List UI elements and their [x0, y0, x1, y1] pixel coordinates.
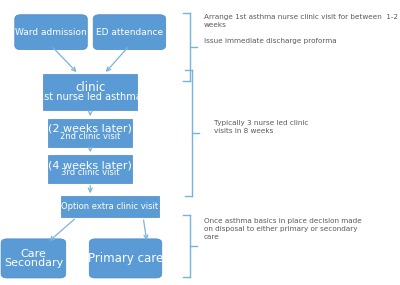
Text: Secondary: Secondary — [4, 258, 63, 268]
Text: Typically 3 nurse led clinic
visits in 8 weeks: Typically 3 nurse led clinic visits in 8… — [214, 120, 308, 134]
Text: ED attendance: ED attendance — [96, 28, 163, 37]
Text: 1st nurse led asthma: 1st nurse led asthma — [38, 92, 142, 102]
Text: Care: Care — [20, 249, 46, 259]
Text: Once asthma basics in place decision made
on disposal to either primary or secon: Once asthma basics in place decision mad… — [204, 218, 362, 240]
Text: Arrange 1st asthma nurse clinic visit for between  1-2
weeks

Issue immediate di: Arrange 1st asthma nurse clinic visit fo… — [204, 14, 398, 44]
Text: Primary care: Primary care — [88, 252, 163, 265]
FancyBboxPatch shape — [89, 239, 162, 278]
FancyBboxPatch shape — [48, 119, 132, 147]
FancyBboxPatch shape — [1, 239, 66, 278]
FancyBboxPatch shape — [43, 74, 137, 110]
Text: Ward admission: Ward admission — [15, 28, 87, 37]
Text: (2 weeks later): (2 weeks later) — [48, 124, 132, 134]
Text: Option extra clinic visit: Option extra clinic visit — [61, 202, 158, 211]
FancyBboxPatch shape — [93, 15, 166, 50]
Text: (4 weeks later): (4 weeks later) — [48, 160, 132, 170]
FancyBboxPatch shape — [15, 15, 87, 50]
Text: 3rd clinic visit: 3rd clinic visit — [61, 168, 120, 177]
Text: clinic: clinic — [75, 81, 106, 94]
FancyBboxPatch shape — [61, 196, 159, 217]
Text: 2nd clinic visit: 2nd clinic visit — [60, 132, 120, 141]
FancyBboxPatch shape — [48, 155, 132, 183]
